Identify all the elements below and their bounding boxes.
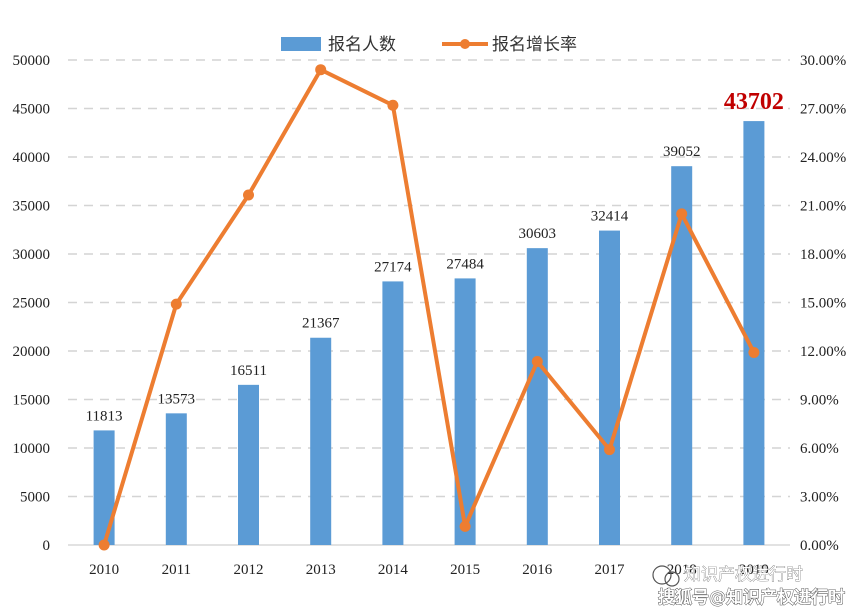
bar (93, 430, 115, 545)
x-axis: 2010 2011 2012 2013 2014 2015 2016 2017 2018 2019 (89, 562, 769, 578)
bar-data-labels: 11813 13573 16511 21367 27174 27484 30603 32414… (86, 89, 784, 424)
y2-tick-label: 0.00% (800, 538, 839, 554)
growth-point (170, 298, 182, 310)
growth-point (459, 520, 471, 532)
y2-tick-label: 21.00% (800, 199, 846, 215)
bar (165, 413, 187, 545)
bar-series (93, 121, 765, 546)
legend-line-label: 报名增长率 (492, 35, 577, 55)
x-tick-label: 2017 (595, 562, 626, 578)
y-tick-label: 10000 (13, 441, 51, 457)
wechat-icon (652, 565, 672, 585)
y-tick-label: 40000 (13, 150, 51, 166)
y-axis-right: 0.00% 3.00% 6.00% 9.00% 12.00% 15.00% 18.00% 21… (800, 53, 846, 554)
bar-data-label: 16511 (230, 363, 267, 379)
y-tick-label: 5000 (20, 490, 50, 506)
y2-tick-label: 3.00% (800, 490, 839, 506)
x-tick-label: 2015 (450, 562, 480, 578)
bar (599, 230, 620, 545)
bar-data-label: 11813 (86, 408, 123, 424)
y-tick-label: 25000 (13, 296, 51, 312)
growth-point (604, 444, 615, 456)
bar (454, 278, 476, 545)
x-tick-label: 2016 (522, 562, 553, 578)
y2-tick-label: 9.00% (800, 393, 839, 409)
highlight-data-label: 43702 (724, 89, 784, 115)
y2-tick-label: 6.00% (800, 441, 839, 457)
bar (743, 121, 765, 545)
watermark-line1: 知识产权进行时 (684, 565, 803, 585)
legend-bar-swatch (281, 37, 321, 51)
y2-tick-label: 12.00% (800, 344, 846, 360)
growth-point (531, 356, 543, 368)
legend-line-marker (460, 39, 470, 49)
growth-point (98, 539, 110, 551)
x-tick-label: 2018 (667, 562, 697, 578)
gridlines (68, 59, 790, 546)
y-axis-left: 0 5000 10000 15000 20000 25000 30000 35000 40000… (13, 53, 51, 554)
y2-tick-label: 30.00% (800, 53, 846, 69)
legend: 报名人数 报名增长率 (281, 35, 577, 55)
x-tick-label: 2014 (378, 562, 409, 578)
y2-tick-label: 24.00% (800, 150, 846, 166)
growth-point (748, 346, 760, 358)
bar-data-label: 21367 (302, 316, 340, 332)
bar (382, 281, 404, 545)
bar-data-label: 39052 (663, 144, 701, 160)
x-tick-label: 2013 (306, 562, 336, 578)
bar-data-label: 13573 (158, 391, 196, 407)
y-tick-label: 45000 (13, 102, 51, 118)
y-tick-label: 20000 (13, 344, 51, 360)
growth-point (315, 64, 327, 76)
x-tick-label: 2010 (89, 562, 119, 578)
growth-point (676, 208, 688, 220)
bar (671, 166, 693, 545)
growth-line (102, 67, 756, 546)
line-series (98, 64, 760, 551)
y-tick-label: 0 (43, 538, 51, 554)
x-tick-label: 2011 (162, 562, 191, 578)
growth-point (387, 99, 399, 111)
y2-tick-label: 27.00% (800, 102, 846, 118)
bar-data-label: 30603 (519, 226, 557, 242)
bar (526, 248, 548, 546)
y2-tick-label: 15.00% (800, 296, 846, 312)
y-tick-label: 15000 (13, 393, 51, 409)
growth-point (243, 189, 254, 201)
legend-bar-label: 报名人数 (328, 35, 396, 55)
y-tick-label: 50000 (13, 53, 51, 69)
y-tick-label: 35000 (13, 199, 51, 215)
bar-data-label: 32414 (591, 209, 629, 225)
watermark: 知识产权进行时 搜狐号@知识产权进行时 (652, 565, 845, 608)
x-tick-label: 2019 (739, 562, 769, 578)
x-tick-label: 2012 (234, 562, 264, 578)
y-tick-label: 30000 (13, 247, 51, 263)
bar-data-label: 27484 (446, 256, 484, 272)
bar (238, 384, 259, 545)
bar-data-label: 27174 (374, 259, 412, 275)
bar (310, 337, 332, 545)
y2-tick-label: 18.00% (800, 247, 846, 263)
wechat-icon-bubble (664, 571, 680, 587)
watermark-line2: 搜狐号@知识产权进行时 (658, 587, 845, 608)
